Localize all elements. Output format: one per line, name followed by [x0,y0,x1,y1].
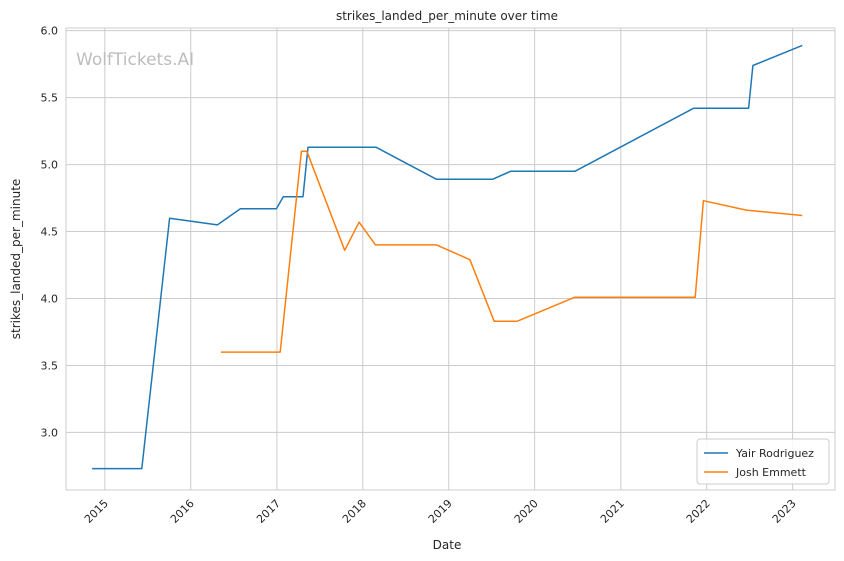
y-tick-label: 5.5 [41,92,59,105]
x-tick-label: 2017 [254,497,283,526]
legend-box [696,438,830,485]
series-line-yair-rodriguez [92,44,803,470]
x-tick-label: 2022 [684,497,713,526]
x-tick-label: 2019 [426,497,455,526]
grid-lines [66,28,835,490]
y-tick-label: 4.5 [41,226,59,239]
y-tick-label: 3.0 [41,426,59,439]
series-layer [92,44,803,470]
x-tick-label: 2015 [82,497,111,526]
y-axis-label: strikes_landed_per_minute [9,179,23,340]
series-line-josh-emmett [220,150,803,353]
watermark: WolfTickets.AI [76,50,194,70]
x-axis-label: Date [433,538,462,552]
y-tick-label: 3.5 [41,359,59,372]
x-tick-label: 2016 [168,497,197,526]
legend-label-josh-emmett: Josh Emmett [735,466,807,479]
y-tick-label: 5.0 [41,159,59,172]
x-tick-label: 2020 [512,497,541,526]
y-tick-label: 6.0 [41,25,59,38]
x-tick-label: 2018 [340,497,369,526]
legend-label-yair-rodriguez: Yair Rodriguez [735,447,814,460]
legend: Yair Rodriguez Josh Emmett [696,438,830,485]
x-tick-label: 2023 [770,497,799,526]
chart-title: strikes_landed_per_minute over time [336,9,558,23]
y-tick-label: 4.0 [41,293,59,306]
x-tick-label: 2021 [598,497,627,526]
